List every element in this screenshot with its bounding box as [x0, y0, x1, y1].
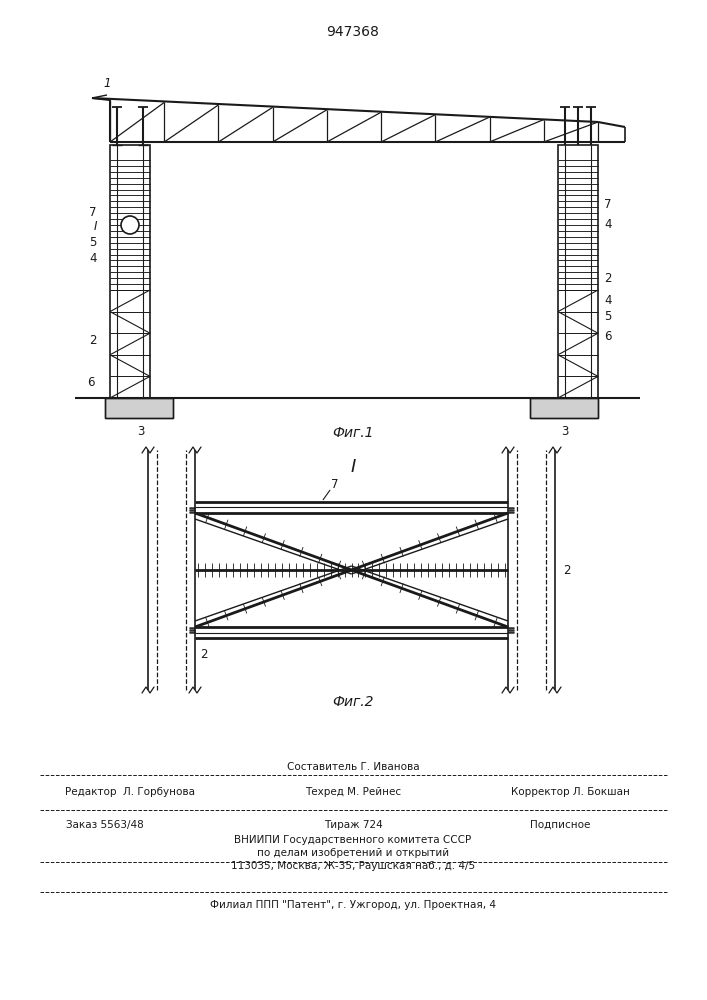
Text: 113035, Москва, Ж-35, Раушская наб., д. 4/5: 113035, Москва, Ж-35, Раушская наб., д. … — [231, 861, 475, 871]
Text: Тираж 724: Тираж 724 — [324, 820, 382, 830]
Text: Заказ 5563/48: Заказ 5563/48 — [66, 820, 144, 830]
Text: 7: 7 — [604, 198, 612, 212]
Text: 947368: 947368 — [327, 25, 380, 39]
Text: 4: 4 — [604, 294, 612, 306]
Text: Подписное: Подписное — [530, 820, 590, 830]
Bar — [530, 398, 598, 418]
Text: 2: 2 — [604, 271, 612, 284]
Text: 3: 3 — [137, 425, 145, 438]
Text: 5: 5 — [90, 236, 97, 249]
Text: по делам изобретений и открытий: по делам изобретений и открытий — [257, 848, 449, 858]
Text: 3: 3 — [561, 425, 568, 438]
Text: 2: 2 — [563, 564, 571, 576]
Text: Фиг.2: Фиг.2 — [332, 695, 374, 709]
Bar — [110, 145, 150, 398]
Text: Редактор  Л. Горбунова: Редактор Л. Горбунова — [65, 787, 195, 797]
Bar — [105, 398, 173, 418]
Text: Составитель Г. Иванова: Составитель Г. Иванова — [286, 762, 419, 772]
Text: Корректор Л. Бокшан: Корректор Л. Бокшан — [510, 787, 629, 797]
Text: I: I — [351, 458, 356, 476]
Text: 7: 7 — [332, 479, 339, 491]
Text: Филиал ППП "Патент", г. Ужгород, ул. Проектная, 4: Филиал ППП "Патент", г. Ужгород, ул. Про… — [210, 900, 496, 910]
Text: 1: 1 — [103, 77, 110, 90]
Text: 4: 4 — [604, 219, 612, 232]
Bar — [105, 398, 173, 418]
Bar — [530, 398, 598, 418]
Text: 2: 2 — [200, 648, 207, 662]
Text: I: I — [93, 221, 97, 233]
Text: Техред М. Рейнес: Техред М. Рейнес — [305, 787, 401, 797]
Text: ВНИИПИ Государственного комитета СССР: ВНИИПИ Государственного комитета СССР — [235, 835, 472, 845]
Text: 6: 6 — [604, 330, 612, 342]
Text: 7: 7 — [90, 206, 97, 219]
Text: 4: 4 — [90, 251, 97, 264]
Text: 2: 2 — [90, 334, 97, 347]
Bar — [558, 145, 598, 398]
Circle shape — [121, 216, 139, 234]
Text: 6: 6 — [88, 375, 95, 388]
Text: Фиг.1: Фиг.1 — [332, 426, 374, 440]
Text: 5: 5 — [604, 310, 612, 322]
